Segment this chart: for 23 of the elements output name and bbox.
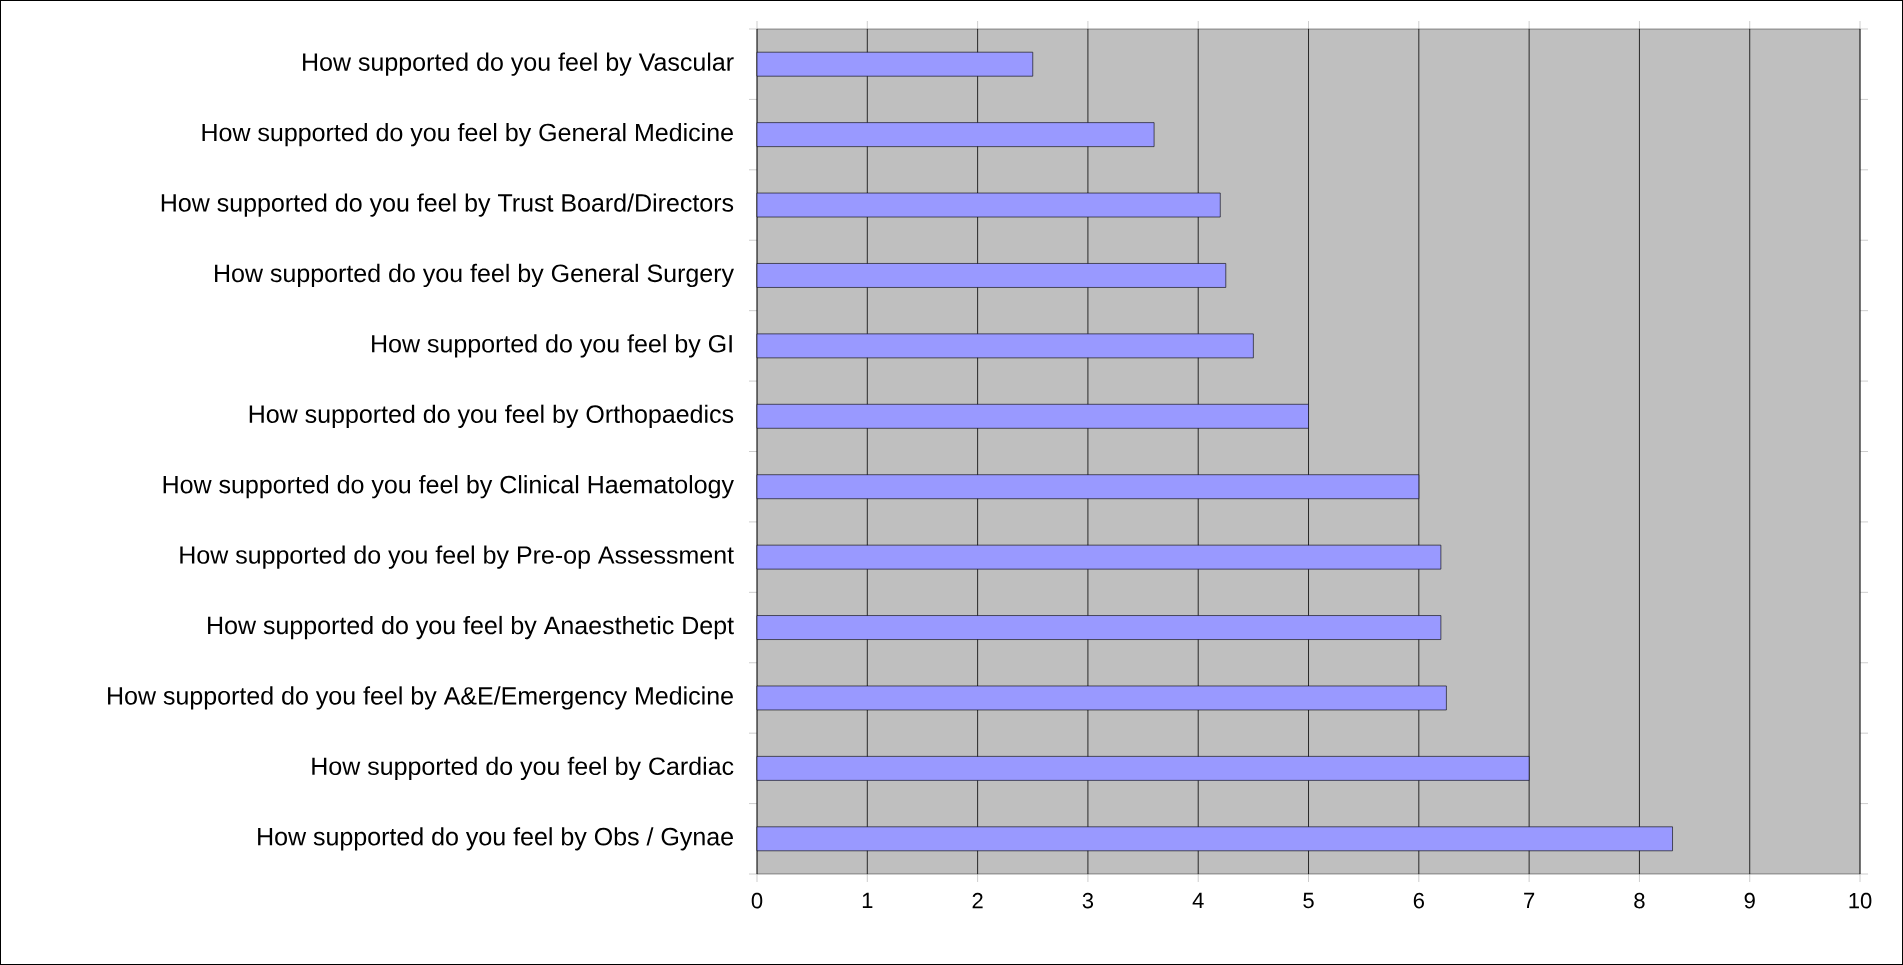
x-tick-label: 10 [1849, 892, 1872, 909]
y-tick-label: How supported do you feel by Anaesthetic Dept [208, 615, 734, 640]
x-tick-label: 0 [751, 892, 763, 909]
x-tick-label: 4 [1192, 892, 1204, 909]
y-tick-label: How supported do you feel by Orthopaedics [249, 404, 734, 428]
x-tick-label: 7 [1524, 892, 1535, 909]
y-tick-label: How supported do you feel by Trust Board/Directors [161, 193, 734, 217]
x-tick-label: 3 [1082, 892, 1094, 909]
y-tick-label: How supported do you feel by General Surgery [215, 263, 734, 288]
y-tick-label: How supported do you feel by Vascular [303, 52, 734, 76]
x-tick-label: 8 [1634, 892, 1645, 909]
y-tick-label: How supported do you feel by A&E/Emergency Medicine [108, 686, 733, 710]
x-tick-label: 5 [1303, 892, 1314, 909]
x-tick-label: 2 [972, 892, 983, 909]
x-tick-label: 6 [1413, 892, 1424, 909]
x-tick-label: 9 [1744, 892, 1755, 909]
y-tick-label: How supported do you feel by Clinical Haematology [163, 475, 734, 499]
y-tick-label: How supported do you feel by GI [372, 334, 732, 358]
y-tick-label: How supported do you feel by Cardiac [312, 756, 734, 781]
y-tick-label: How supported do you feel by General Medicine [202, 122, 733, 147]
x-tick-label: 1 [862, 892, 873, 909]
y-tick-label: How supported do you feel by Obs / Gynae [258, 827, 733, 851]
y-tick-label: How supported do you feel by Pre-op Assessment [180, 545, 734, 569]
